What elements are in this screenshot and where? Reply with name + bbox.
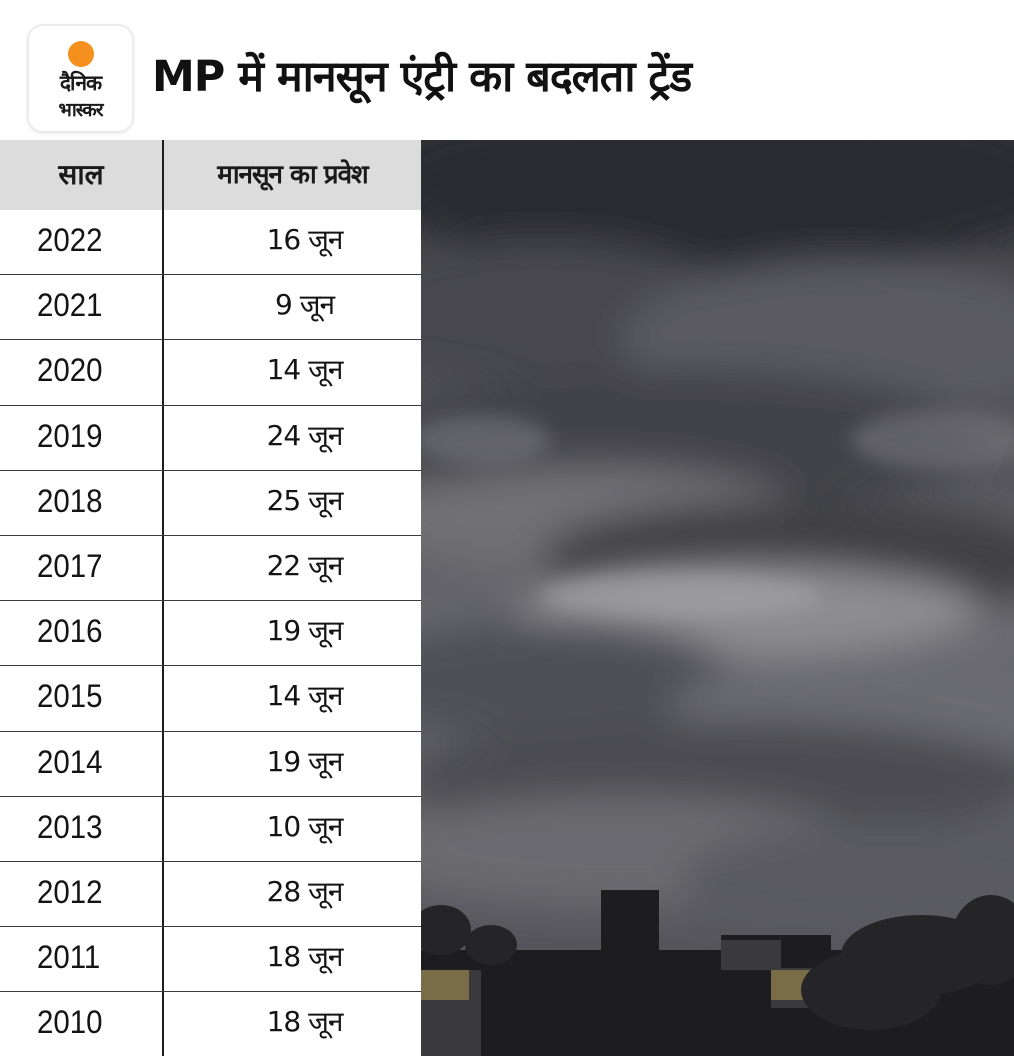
cell-entry-date: 14 जून — [266, 353, 344, 387]
sun-icon — [68, 41, 94, 67]
cell-year: 2022 — [37, 222, 103, 258]
table-row: 2013 10 जून — [0, 797, 421, 862]
table-row: 2010 18 जून — [0, 992, 421, 1056]
cell-year: 2020 — [37, 352, 103, 389]
logo-text-line2: भास्कर — [58, 99, 103, 121]
table-row: 2012 28 जून — [0, 862, 421, 928]
cell-year: 2018 — [37, 482, 103, 519]
table-row: 2021 9 जून — [0, 275, 421, 341]
cell-entry-date: 9 जून — [274, 288, 335, 322]
cell-entry-date: 10 जून — [266, 809, 344, 843]
monsoon-clouds-photo — [421, 140, 1014, 1056]
cell-year: 2015 — [37, 678, 103, 715]
cell-year: 2014 — [37, 743, 103, 780]
table-row: 2014 19 जून — [0, 732, 421, 797]
header-monsoon-entry: मानसून का प्रवेश — [217, 160, 368, 190]
cell-entry-date: 18 जून — [266, 1005, 344, 1039]
cell-entry-date: 14 जून — [266, 679, 344, 713]
column-divider — [162, 140, 164, 1056]
cell-entry-date: 16 जून — [266, 223, 344, 256]
table-row: 2022 16 जून — [0, 210, 421, 276]
cell-year: 2010 — [37, 1004, 103, 1041]
table-header: साल मानसून का प्रवेश — [0, 140, 421, 210]
table-row: 2016 19 जून — [0, 601, 421, 667]
cell-entry-date: 19 जून — [266, 614, 344, 648]
cell-entry-date: 18 जून — [266, 940, 344, 974]
cell-entry-date: 25 जून — [266, 483, 344, 517]
monsoon-entry-table: साल मानसून का प्रवेश 2022 16 जून 2021 9 … — [0, 140, 421, 1056]
cell-year: 2011 — [37, 939, 101, 976]
dainik-bhaskar-logo: दैनिक भास्कर — [27, 24, 134, 133]
cell-year: 2019 — [37, 417, 103, 454]
page-title: MP में मानसून एंट्री का बदलता ट्रेंड — [152, 52, 692, 102]
table-row: 2017 22 जून — [0, 536, 421, 602]
cell-year: 2013 — [37, 808, 103, 845]
cell-year: 2021 — [37, 287, 103, 324]
cell-entry-date: 28 जून — [266, 875, 344, 908]
header-year: साल — [58, 158, 104, 191]
table-row: 2019 24 जून — [0, 406, 421, 471]
cell-entry-date: 19 जून — [266, 744, 344, 778]
cell-entry-date: 22 जून — [266, 549, 344, 582]
table-row: 2015 14 जून — [0, 666, 421, 732]
table-row: 2020 14 जून — [0, 340, 421, 406]
table-row: 2018 25 जून — [0, 471, 421, 536]
table-row: 2011 18 जून — [0, 927, 421, 993]
cell-year: 2017 — [37, 548, 103, 584]
cell-entry-date: 24 जून — [266, 418, 344, 452]
cell-year: 2012 — [37, 874, 103, 910]
header: दैनिक भास्कर MP में मानसून एंट्री का बदल… — [0, 0, 1014, 140]
logo-text-line1: दैनिक — [59, 71, 102, 95]
cell-year: 2016 — [37, 613, 103, 650]
